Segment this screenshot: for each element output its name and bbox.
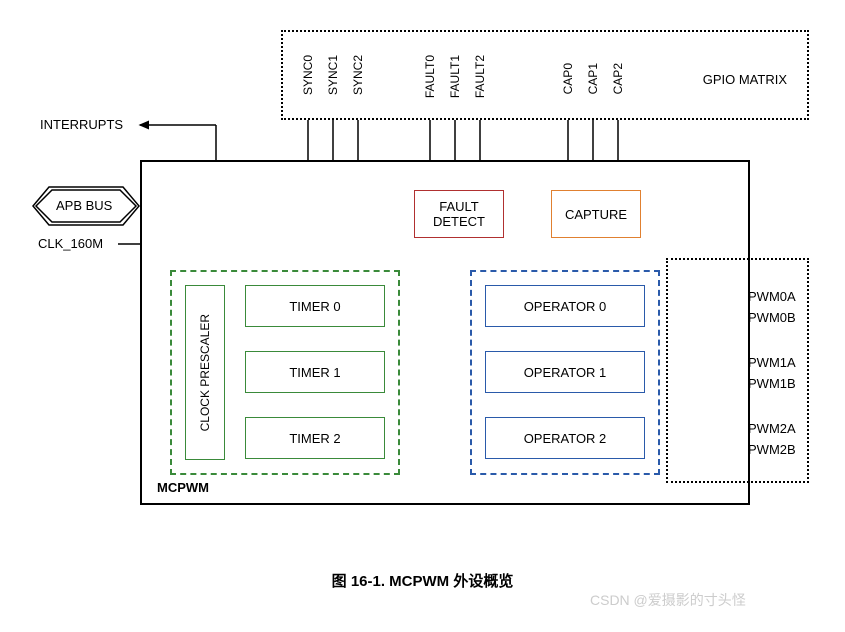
pwm1b-label: PWM1B (748, 376, 796, 391)
operator0-box: OPERATOR 0 (485, 285, 645, 327)
mcpwm-label: MCPWM (157, 480, 209, 495)
timer0-box: TIMER 0 (245, 285, 385, 327)
pwm2a-label: PWM2A (748, 421, 796, 436)
figure-caption: 图 16-1. MCPWM 外设概览 (0, 570, 845, 591)
timer1-label: TIMER 1 (289, 365, 340, 380)
operator0-label: OPERATOR 0 (524, 299, 607, 314)
apb-bus-label: APB BUS (56, 198, 112, 213)
clock-prescaler-label: CLOCK PRESCALER (198, 314, 212, 431)
capture-box: CAPTURE (551, 190, 641, 238)
pwm0a-label: PWM0A (748, 289, 796, 304)
clock-prescaler-box: CLOCK PRESCALER (185, 285, 225, 460)
pwm0b-label: PWM0B (748, 310, 796, 325)
timer2-label: TIMER 2 (289, 431, 340, 446)
timer2-box: TIMER 2 (245, 417, 385, 459)
operator1-box: OPERATOR 1 (485, 351, 645, 393)
capture-label: CAPTURE (565, 207, 627, 222)
fault-detect-box: FAULT DETECT (414, 190, 504, 238)
operator2-label: OPERATOR 2 (524, 431, 607, 446)
timer1-box: TIMER 1 (245, 351, 385, 393)
operator2-box: OPERATOR 2 (485, 417, 645, 459)
pwm2b-label: PWM2B (748, 442, 796, 457)
fault-detect-label: FAULT DETECT (415, 199, 503, 229)
timer0-label: TIMER 0 (289, 299, 340, 314)
operator1-label: OPERATOR 1 (524, 365, 607, 380)
watermark: CSDN @爱摄影的寸头怪 (590, 590, 746, 610)
pwm1a-label: PWM1A (748, 355, 796, 370)
clk-label: CLK_160M (38, 236, 103, 251)
